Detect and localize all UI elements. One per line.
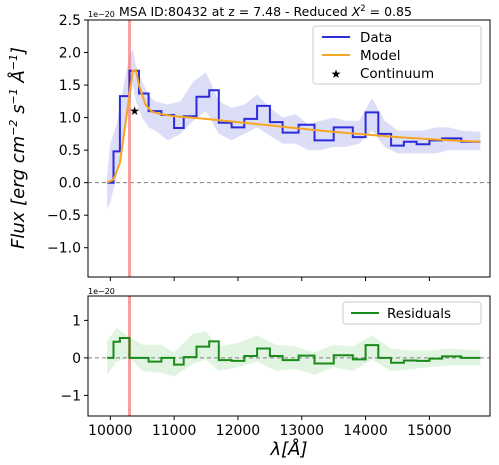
top-legend-box [312,25,482,85]
x-axis-label: λ[Å] [269,438,307,460]
x-tick-label: 12000 [216,423,261,439]
legend-label-residuals: Residuals [387,306,451,322]
y-tick-label: 1.5 [59,78,81,94]
top-x-ticks [109,277,430,281]
residual-error-band [107,327,481,377]
bottom-legend: Residuals [342,301,482,325]
top-y-ticks: 2.5 2.0 1.5 1.0 0.5 0.0 −0.5 −1.0 [47,13,88,257]
y-tick-label: 0 [72,351,81,367]
top-series-group: ★ [106,68,481,184]
y-tick-label: 0.5 [59,143,81,159]
chart-title-sup: 2 [360,4,365,14]
residuals-step-line [107,337,481,366]
y-tick-label: 1 [72,313,81,329]
legend-label-data: Data [360,30,392,46]
x-tick-label: 13000 [279,423,324,439]
y-tick-label: 1.0 [59,111,81,127]
chart-title-chi: X [351,4,361,19]
x-tick-label: 14000 [343,423,388,439]
data-step-line [107,69,481,184]
y-axis-label: Flux [erg cm−2 s−1 Å−1] [7,47,29,249]
top-scale-note: 1e−20 [88,10,115,19]
continuum-star-marker: ★ [129,104,140,118]
x-tick-label: 10000 [88,423,133,439]
bot-error-band-area [107,327,481,377]
legend-label-continuum: Continuum [360,66,434,82]
y-tick-label: 0.0 [59,176,81,192]
y-tick-label: −1 [60,388,81,404]
y-tick-label: 2.5 [59,13,81,29]
x-tick-label: 15000 [407,423,452,439]
legend-swatch-continuum-star-icon: ★ [331,67,342,81]
model-line [106,68,481,184]
bottom-y-ticks: 1 0 −1 [60,313,88,404]
top-error-band-area [107,49,481,209]
bottom-scale-note: 1e−20 [88,287,115,296]
bottom-x-ticks: 10000 11000 12000 13000 14000 15000 [88,416,452,439]
bottom-panel: 1 0 −1 10000 11000 12000 13000 14000 15000 1e−2… [60,287,491,460]
legend-label-model: Model [360,48,401,64]
bottom-plot-frame [87,295,491,417]
top-plot-frame [87,19,491,278]
y-tick-label: −1.0 [47,241,81,257]
chart-title: MSA ID:80432 at z = 7.48 - Reduced X2 = … [119,4,412,19]
bottom-legend-box [342,301,482,325]
x-tick-label: 11000 [152,423,197,439]
bottom-series-group [107,337,481,366]
chart-title-suffix: = 0.85 [366,4,412,19]
y-tick-label: −0.5 [47,208,81,224]
y-tick-label: 2.0 [59,46,81,62]
chart-title-prefix: MSA ID:80432 at z = 7.48 - Reduced [119,4,352,19]
top-legend: Data Model ★ Continuum [312,25,482,85]
top-panel: ★ 2.5 2.0 1.5 1.0 0.5 0.0 −0.5 −1.0 MSA ID:8043… [7,4,491,281]
data-error-band-top [107,49,481,209]
